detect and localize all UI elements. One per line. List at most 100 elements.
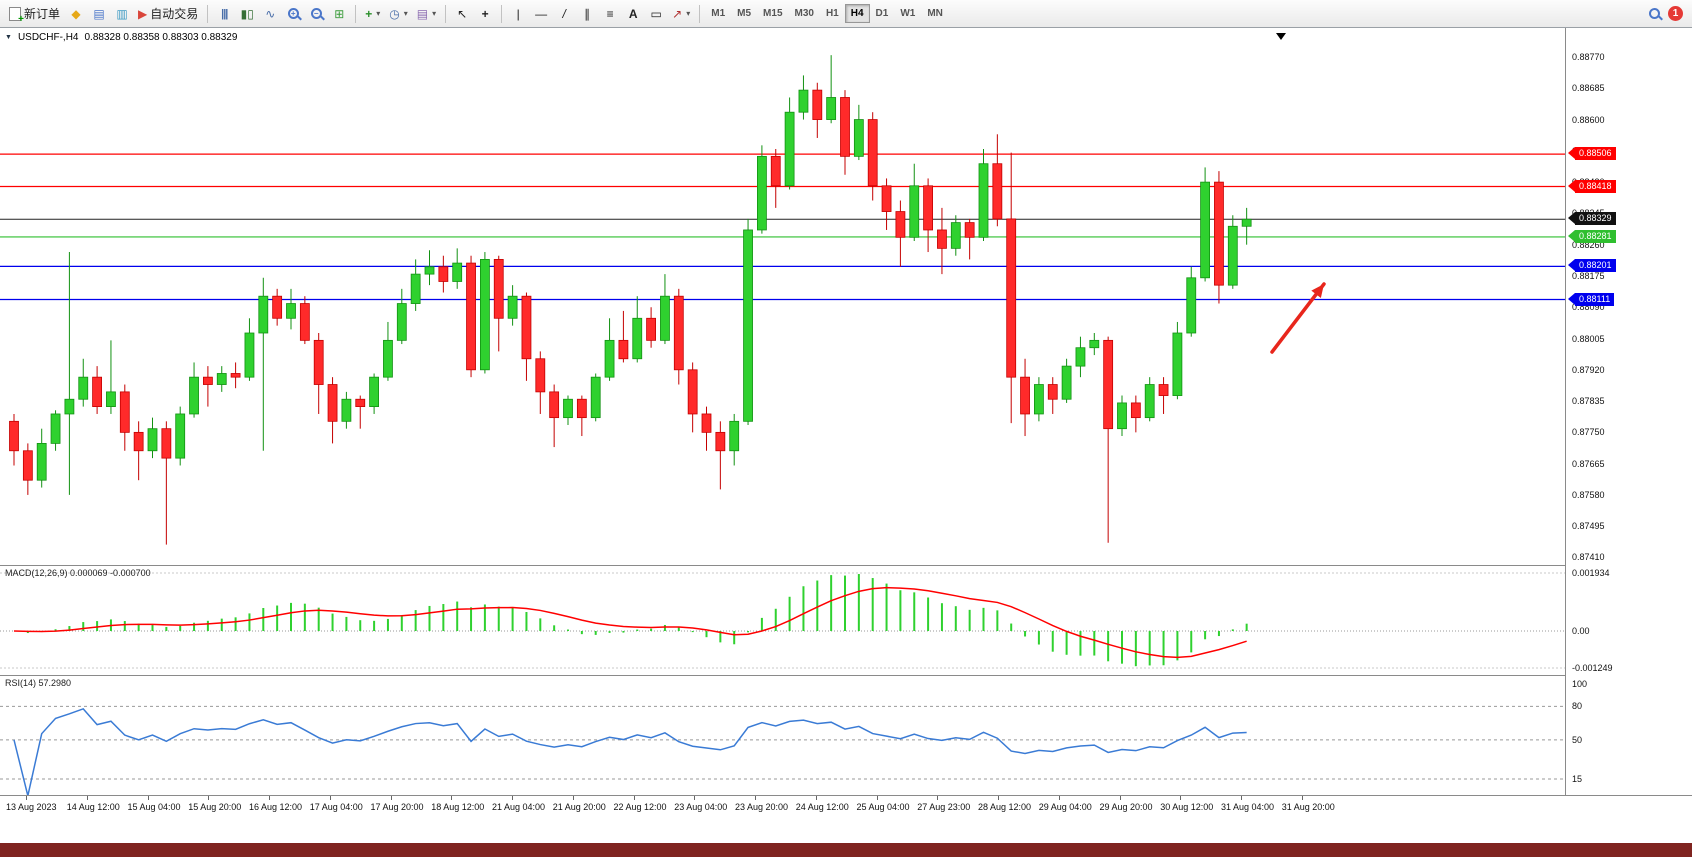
price-level-badge: 0.88281: [1568, 229, 1616, 243]
new-order-button[interactable]: 新订单: [5, 3, 64, 25]
price-chart-canvas[interactable]: [0, 28, 1565, 565]
price-axis[interactable]: 0.887700.886850.886000.885150.884300.883…: [1565, 28, 1692, 795]
time-tick: [451, 796, 453, 800]
timeframe-m30[interactable]: M30: [794, 8, 814, 19]
main-chart-area[interactable]: ▼ USDCHF-,H4 0.88328 0.88358 0.88303 0.8…: [0, 28, 1565, 565]
macd-axis-label: 0.001934: [1572, 568, 1610, 578]
text-button[interactable]: A: [622, 3, 644, 25]
auto-trading-button[interactable]: ▶ 自动交易: [134, 3, 202, 25]
price-label: 0.87835: [1572, 396, 1605, 407]
candle-body: [452, 262, 463, 282]
timeframe-m1[interactable]: M1: [711, 8, 726, 19]
crosshair-icon: +: [481, 6, 489, 21]
periods-button[interactable]: ◷ ▾: [385, 3, 412, 25]
candle-body: [410, 273, 421, 304]
time-axis[interactable]: 13 Aug 2023 14 Aug 12:00 15 Aug 04:00 15 Au…: [0, 796, 1692, 822]
zoom-in-button[interactable]: +: [282, 3, 304, 25]
timeframe-m15[interactable]: M15: [763, 8, 783, 19]
price-label: 0.87665: [1572, 458, 1605, 469]
candle-body: [1200, 181, 1210, 279]
templates-button[interactable]: ▤ ▾: [413, 3, 440, 25]
chevron-down-icon: ▾: [376, 9, 381, 18]
time-tick: [694, 796, 696, 800]
candle-body: [147, 428, 158, 452]
chevron-down-icon: ▾: [403, 9, 408, 18]
candle-body: [1186, 277, 1197, 334]
candle-body: [840, 97, 850, 157]
rsi-canvas[interactable]: [0, 676, 1565, 795]
notification-badge[interactable]: 1: [1668, 6, 1683, 21]
candle-body: [189, 376, 199, 415]
price-label: 0.88005: [1572, 333, 1605, 344]
macd-label: MACD(12,26,9) 0.000069 -0.000700: [5, 568, 151, 578]
candle-body: [355, 398, 366, 407]
time-tick: [1058, 796, 1060, 800]
candle-body: [507, 295, 518, 319]
zoom-out-button[interactable]: −: [305, 3, 327, 25]
candle-body: [895, 211, 906, 238]
trendline-button[interactable]: /: [553, 3, 575, 25]
auto-trading-icon: ▶: [138, 6, 148, 21]
timeframe-mn[interactable]: MN: [927, 8, 943, 19]
candle-body: [479, 258, 490, 371]
candle-body: [743, 229, 753, 422]
time-axis-separator: [0, 795, 1692, 796]
panel-separator[interactable]: [0, 675, 1692, 676]
time-label: 17 Aug 20:00: [370, 802, 424, 812]
symbol-label: USDCHF-,H4: [17, 32, 79, 43]
price-label: 0.88770: [1572, 52, 1605, 62]
rsi-panel[interactable]: RSI(14) 57.2980: [0, 676, 1565, 795]
fibonacci-button[interactable]: ≡: [599, 3, 621, 25]
time-tick: [208, 796, 210, 800]
macd-panel[interactable]: MACD(12,26,9) 0.000069 -0.000700: [0, 566, 1565, 675]
panel-separator[interactable]: [0, 565, 1692, 566]
market-watch-icon: ◆: [71, 6, 81, 21]
timeframe-m5[interactable]: M5: [737, 8, 752, 19]
navigator-button[interactable]: ▤: [88, 3, 110, 25]
rsi-line: [13, 707, 1247, 795]
line-chart-button[interactable]: ∿: [259, 3, 281, 25]
timeframe-h1[interactable]: H1: [825, 8, 839, 19]
annotation-arrow-head: [1311, 284, 1324, 298]
crosshair-button[interactable]: +: [474, 3, 496, 25]
candle-body: [22, 450, 33, 481]
market-watch-button[interactable]: ◆: [65, 3, 87, 25]
terminal-button[interactable]: ▥: [111, 3, 133, 25]
channel-button[interactable]: ∥: [576, 3, 598, 25]
candle-body: [493, 258, 504, 319]
candle-body: [798, 89, 809, 113]
tile-windows-button[interactable]: ⊞: [328, 3, 350, 25]
text-label-button[interactable]: ▭: [645, 3, 667, 25]
timeframe-w1[interactable]: W1: [900, 8, 916, 19]
timeframe-d1[interactable]: D1: [875, 8, 889, 19]
time-tick: [998, 796, 999, 800]
candle-body: [1075, 347, 1086, 367]
time-tick: [876, 796, 878, 800]
timeframe-h4[interactable]: H4: [844, 4, 870, 23]
time-label: 14 Aug 12:00: [66, 802, 120, 812]
chevron-down-icon: ▾: [686, 9, 691, 18]
candle-body: [576, 398, 587, 419]
cursor-button[interactable]: ↖: [451, 3, 473, 25]
candle-body: [1241, 218, 1252, 227]
price-label: 0.87920: [1572, 364, 1605, 375]
candle-body: [1020, 376, 1030, 415]
vertical-line-button[interactable]: |: [507, 3, 529, 25]
horizontal-line-button[interactable]: —: [530, 3, 552, 25]
time-label: 24 Aug 12:00: [795, 802, 849, 812]
time-tick: [269, 796, 270, 800]
toolbar-right: 1: [1649, 6, 1687, 21]
arrows-button[interactable]: ↗ ▾: [668, 3, 694, 25]
navigator-icon: ▤: [93, 6, 105, 21]
annotation-arrow-line: [1270, 282, 1326, 354]
candle-body: [1117, 402, 1127, 430]
candle-body: [757, 155, 767, 231]
symbol-dropdown-icon[interactable]: ▼: [5, 34, 12, 41]
indicators-button[interactable]: + ▾: [361, 3, 384, 25]
macd-canvas[interactable]: [0, 566, 1565, 675]
candle-body: [563, 398, 573, 419]
price-label: 0.88090: [1572, 302, 1605, 313]
candlestick-chart-button[interactable]: ▮▯: [236, 3, 258, 25]
search-icon[interactable]: [1649, 8, 1660, 19]
bar-chart-button[interactable]: |||: [213, 3, 235, 25]
